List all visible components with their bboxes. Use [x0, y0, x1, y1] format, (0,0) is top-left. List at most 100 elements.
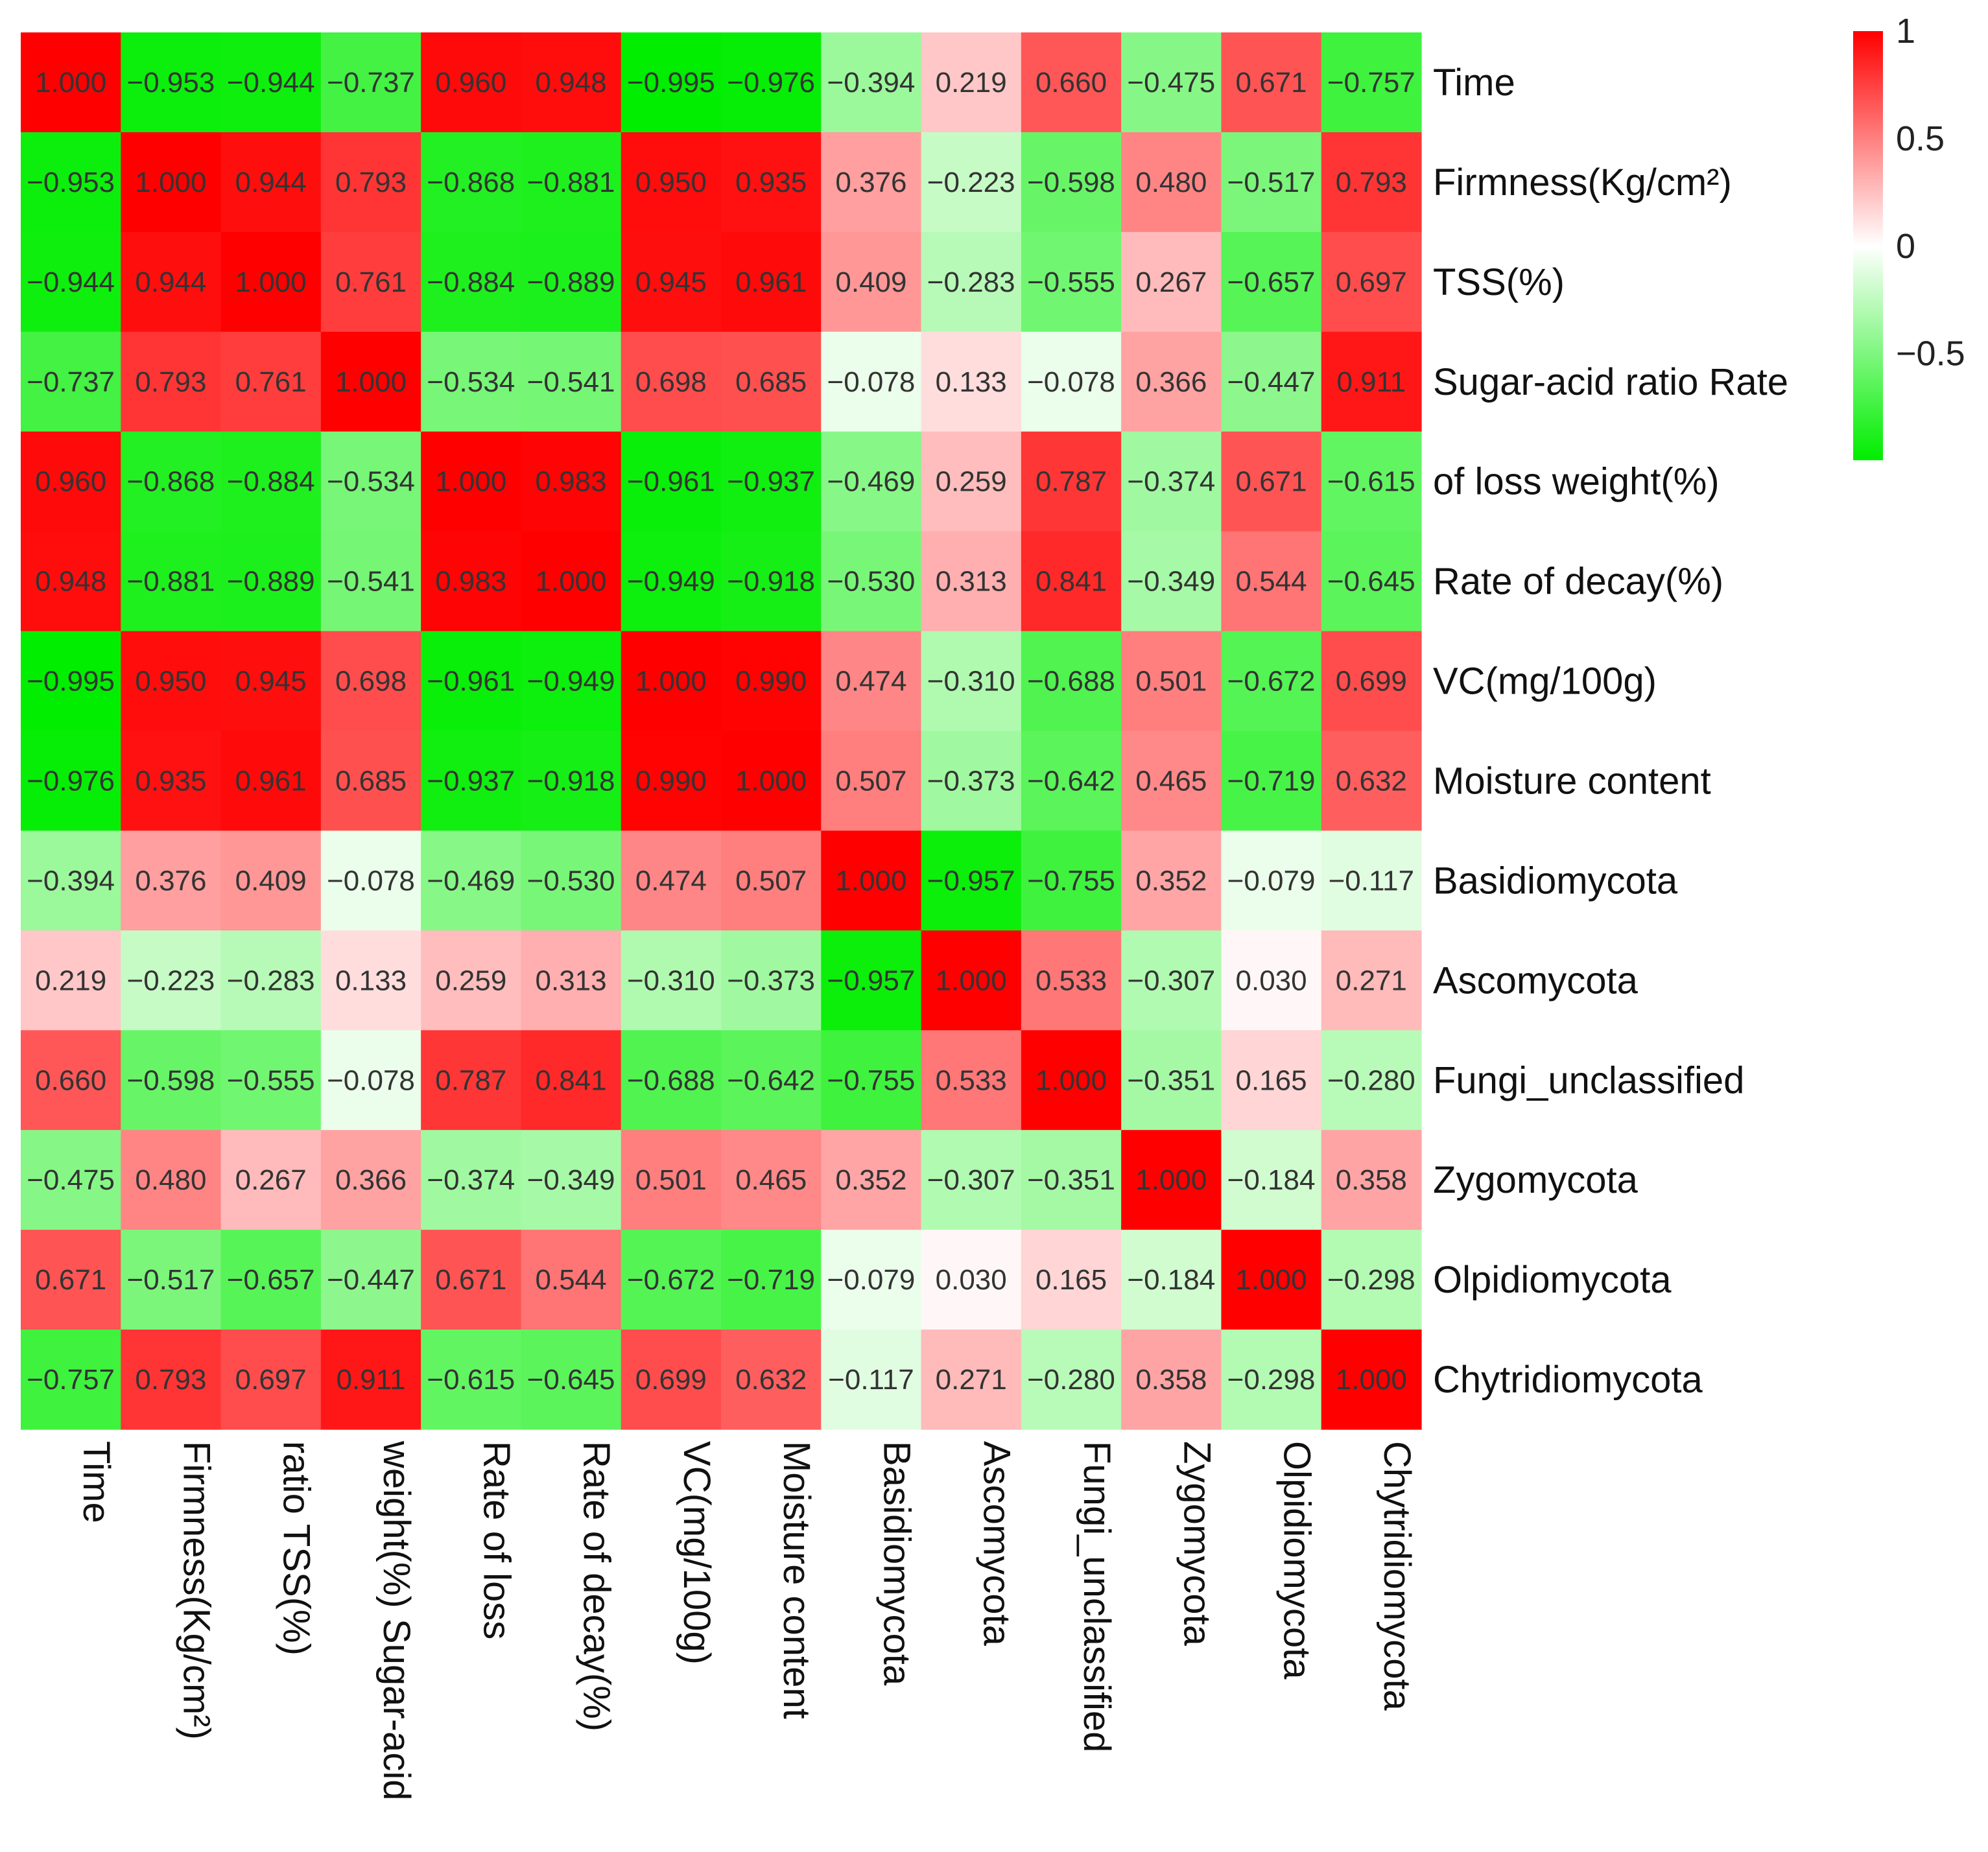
- heatmap-cell: [1321, 830, 1422, 931]
- heatmap-cell-value: −0.881: [127, 566, 215, 598]
- heatmap-cell: [21, 531, 121, 632]
- heatmap-cell: [1321, 1030, 1422, 1131]
- heatmap-cell-value: 0.671: [435, 1264, 506, 1296]
- heatmap-cell-value: 0.271: [1336, 965, 1407, 996]
- heatmap-cell-value: 0.699: [635, 1364, 707, 1396]
- column-label: Olpidiomycota: [1276, 1441, 1318, 1680]
- row-label: of loss weight(%): [1433, 461, 1720, 503]
- heatmap-cell: [1221, 231, 1322, 333]
- heatmap-cell-value: −0.944: [227, 67, 315, 99]
- heatmap-cell-value: −0.555: [227, 1064, 315, 1096]
- heatmap-cell-value: −0.918: [527, 765, 615, 797]
- heatmap-cell-value: −0.995: [27, 666, 115, 697]
- heatmap-cell-value: 0.507: [735, 865, 807, 897]
- heatmap-cell-value: −0.078: [327, 1064, 415, 1096]
- heatmap-cell: [421, 1330, 522, 1430]
- heatmap-cell: [721, 731, 822, 832]
- heatmap-cell: [320, 331, 421, 432]
- heatmap-cell-value: −0.615: [1327, 466, 1415, 498]
- heatmap-cell: [821, 1230, 922, 1330]
- heatmap-cell: [1121, 1030, 1222, 1131]
- heatmap-cell-value: −0.881: [527, 167, 615, 198]
- heatmap-cell: [1321, 631, 1422, 732]
- heatmap-cell: [220, 531, 322, 632]
- heatmap-cell: [521, 132, 622, 233]
- heatmap-cell-value: −0.598: [1027, 167, 1115, 198]
- heatmap-cell-value: −0.918: [727, 566, 815, 598]
- heatmap-cell-value: −0.976: [27, 765, 115, 797]
- heatmap-cell: [121, 1030, 222, 1131]
- heatmap-cell-value: 1.000: [835, 865, 906, 897]
- heatmap-cell-value: −0.184: [1227, 1164, 1316, 1196]
- heatmap-cell: [1021, 1130, 1122, 1230]
- heatmap-cell-value: 0.358: [1336, 1164, 1407, 1196]
- heatmap-cell: [421, 331, 522, 432]
- heatmap-cell: [1121, 1130, 1222, 1230]
- colorbar-gradient: [1853, 31, 1883, 460]
- heatmap-cell-value: −0.475: [27, 1164, 115, 1196]
- heatmap-cell-value: 1.000: [1236, 1264, 1307, 1296]
- heatmap-cell: [1121, 531, 1222, 632]
- heatmap-cell: [21, 1230, 121, 1330]
- heatmap-cell-value: 0.990: [635, 765, 707, 797]
- heatmap-cell: [21, 331, 121, 432]
- heatmap-cell-value: −0.374: [427, 1164, 515, 1196]
- heatmap-cell-value: −0.078: [827, 366, 916, 398]
- heatmap-cell-value: 0.960: [35, 466, 106, 498]
- heatmap-cell: [121, 731, 222, 832]
- heatmap-cell-value: −0.961: [627, 466, 715, 498]
- heatmap-cell-value: 0.944: [135, 266, 206, 298]
- heatmap-cell-value: 0.961: [735, 266, 807, 298]
- heatmap-cell: [521, 531, 622, 632]
- heatmap-cell: [621, 830, 722, 931]
- column-label: Fungi_unclassified: [1076, 1441, 1118, 1752]
- heatmap-cell-value: −0.937: [427, 765, 515, 797]
- heatmap-cell: [1021, 132, 1122, 233]
- heatmap-cell-value: 0.030: [936, 1264, 1007, 1296]
- heatmap-cell-value: −0.530: [827, 566, 916, 598]
- heatmap-cell-value: 0.507: [835, 765, 906, 797]
- heatmap-cell: [21, 431, 121, 532]
- heatmap-cell-value: 0.409: [835, 266, 906, 298]
- heatmap-cell: [1021, 431, 1122, 532]
- heatmap-cell-value: 0.632: [735, 1364, 807, 1396]
- heatmap-cell: [1021, 1330, 1122, 1430]
- row-label: Zygomycota: [1433, 1159, 1639, 1201]
- heatmap-cell: [21, 1030, 121, 1131]
- heatmap-cell-value: −0.737: [327, 67, 415, 99]
- heatmap-cell: [821, 830, 922, 931]
- heatmap-cell: [320, 1230, 421, 1330]
- heatmap-cell: [220, 231, 322, 333]
- column-label: ratio TSS(%): [276, 1441, 318, 1656]
- heatmap-cell: [1221, 731, 1322, 832]
- heatmap-cell-value: −0.517: [1227, 167, 1316, 198]
- heatmap-cell: [121, 1130, 222, 1230]
- heatmap-cell-value: −0.598: [127, 1064, 215, 1096]
- heatmap-cell: [821, 1330, 922, 1430]
- heatmap-cell-value: −0.957: [827, 965, 916, 996]
- heatmap-cell: [320, 531, 421, 632]
- heatmap-cell: [1121, 32, 1222, 133]
- heatmap-cell: [121, 930, 222, 1031]
- heatmap-cell: [621, 1130, 722, 1230]
- heatmap-cell-value: 1.000: [936, 965, 1007, 996]
- heatmap-cell: [1321, 231, 1422, 333]
- heatmap-cell: [121, 132, 222, 233]
- heatmap-cell-value: 1.000: [536, 566, 607, 598]
- heatmap-cell-value: −0.373: [927, 765, 1015, 797]
- heatmap-cell: [220, 132, 322, 233]
- heatmap-cell: [521, 1230, 622, 1330]
- heatmap-cell-value: 0.761: [235, 366, 307, 398]
- heatmap-cell: [721, 431, 822, 532]
- heatmap-cell: [721, 132, 822, 233]
- heatmap-cell: [1021, 331, 1122, 432]
- heatmap-cell-value: 0.911: [337, 1364, 406, 1396]
- heatmap-cell: [621, 1230, 722, 1330]
- heatmap-cell-value: 0.698: [335, 666, 407, 697]
- heatmap-cell: [220, 1230, 322, 1330]
- heatmap-cell: [921, 1130, 1022, 1230]
- heatmap-cell-value: 1.000: [235, 266, 307, 298]
- colorbar-tick-label: 1: [1896, 12, 1915, 51]
- heatmap-cell: [521, 731, 622, 832]
